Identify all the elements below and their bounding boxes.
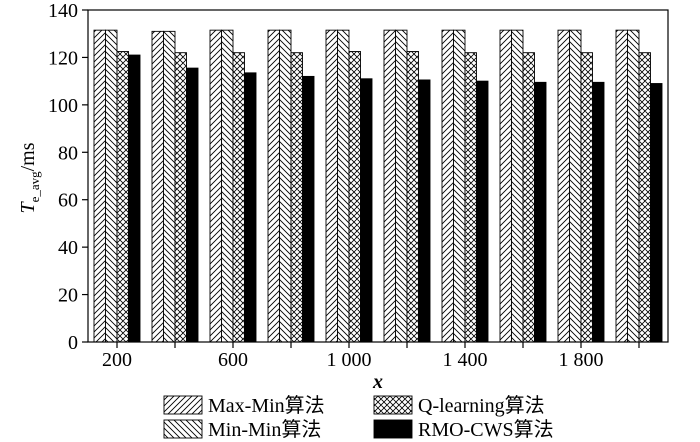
bar-back-diagonal: [221, 29, 234, 343]
bar-back-diagonal: [511, 29, 524, 343]
x-tick-label: 200: [102, 349, 132, 371]
bar-back-diagonal: [163, 30, 176, 343]
legend-swatch-back-diagonal: [163, 419, 203, 439]
legend-swatch-solid: [373, 419, 413, 439]
bar-back-diagonal: [395, 29, 408, 343]
bar-solid: [244, 72, 257, 343]
bar-cross-hatch: [290, 52, 303, 343]
bars: [93, 29, 663, 343]
bar-solid: [592, 81, 605, 343]
bar-forward-diagonal: [615, 29, 628, 343]
bar-solid: [360, 78, 373, 343]
y-tick-label: 80: [58, 142, 78, 164]
bar-solid: [650, 83, 663, 343]
bar-back-diagonal: [569, 29, 582, 343]
bar-forward-diagonal: [151, 30, 164, 343]
y-tick-label: 100: [48, 95, 78, 117]
bar-cross-hatch: [174, 52, 187, 343]
legend: Max-Min算法 Q-learning算法 Min-Min算法 RMO-CWS算法: [163, 394, 554, 441]
legend-label: Q-learning算法: [418, 394, 545, 417]
y-tick-label: 0: [68, 332, 78, 354]
y-axis-ticks: 0 20 40 60 80 100 120 140: [48, 0, 88, 354]
legend-swatch-cross-hatch: [373, 395, 413, 415]
y-tick-label: 140: [48, 0, 78, 22]
bar-solid: [534, 81, 547, 343]
bar-forward-diagonal: [93, 29, 106, 343]
bar-back-diagonal: [627, 29, 640, 343]
legend-label: RMO-CWS算法: [418, 418, 554, 441]
bar-forward-diagonal: [383, 29, 396, 343]
bar-cross-hatch: [406, 51, 419, 343]
bar-forward-diagonal: [325, 29, 338, 343]
bar-solid: [476, 80, 489, 343]
bar-solid: [418, 79, 431, 343]
legend-label: Min-Min算法: [208, 418, 321, 441]
bar-back-diagonal: [279, 29, 292, 343]
bar-cross-hatch: [464, 52, 477, 343]
legend-label: Max-Min算法: [208, 394, 325, 417]
y-axis-title-subscript: e_avg: [27, 171, 42, 203]
x-axis-ticks: 200 600 1 000 1 400 1 800: [102, 342, 640, 371]
bar-back-diagonal: [105, 29, 118, 343]
y-axis-title-unit: /ms: [17, 142, 39, 171]
x-tick-label: 1 800: [559, 349, 604, 371]
bar-cross-hatch: [116, 51, 129, 343]
bar-forward-diagonal: [209, 29, 222, 343]
bar-cross-hatch: [348, 51, 361, 343]
bar-cross-hatch: [580, 52, 593, 343]
bar-cross-hatch: [522, 52, 535, 343]
y-axis-title: Te_avg/ms: [17, 142, 42, 213]
y-tick-label: 40: [58, 237, 78, 259]
x-axis-title: x: [372, 371, 383, 393]
bar-forward-diagonal: [499, 29, 512, 343]
y-tick-label: 60: [58, 190, 78, 212]
y-tick-label: 20: [58, 285, 78, 307]
plot-area-frame: [87, 9, 669, 343]
x-tick-label: 600: [218, 349, 248, 371]
y-tick-label: 120: [48, 47, 78, 69]
bar-cross-hatch: [638, 52, 651, 343]
x-tick-label: 1 000: [327, 349, 372, 371]
bar-solid: [186, 67, 199, 343]
x-tick-label: 1 400: [443, 349, 488, 371]
bar-cross-hatch: [232, 52, 245, 343]
bar-forward-diagonal: [267, 29, 280, 343]
y-axis-title-main: T: [17, 201, 39, 214]
legend-swatch-forward-diagonal: [163, 395, 203, 415]
bar-solid: [128, 54, 141, 343]
bar-solid: [302, 75, 315, 343]
bar-forward-diagonal: [441, 29, 454, 343]
bar-back-diagonal: [337, 29, 350, 343]
bar-forward-diagonal: [557, 29, 570, 343]
bar-back-diagonal: [453, 29, 466, 343]
